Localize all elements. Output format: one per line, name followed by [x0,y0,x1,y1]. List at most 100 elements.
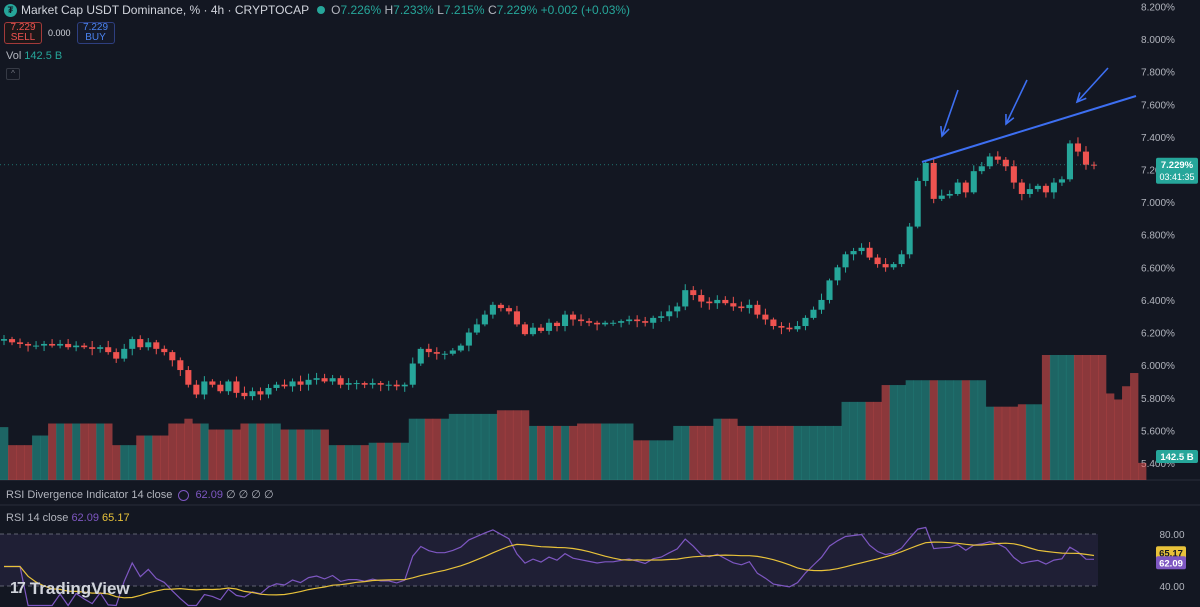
volume-bar [96,423,105,480]
volume-bar [593,423,602,480]
volume-bar [1122,386,1131,480]
candle-body [377,383,384,385]
candle-body [986,156,993,167]
volume-bar [993,406,1003,480]
y-tick-label: 7.000% [1141,198,1175,209]
candle-body [337,378,344,385]
volume-bar [553,425,562,480]
candle-body [938,195,945,199]
candle-body [409,363,416,385]
volume-bar [737,425,746,480]
y-tick-label: 6.600% [1141,263,1175,274]
candle-body [0,339,8,341]
volume-bar [1073,355,1083,480]
volume-bar [657,440,666,480]
candle-body [674,306,681,312]
candle-body [281,384,288,387]
volume-bar [256,423,265,480]
collapse-legend-button[interactable]: ^ [6,68,20,80]
change-value: +0.002 (+0.03%) [540,3,631,17]
candle-body [521,324,529,335]
volume-bar [561,425,570,480]
volume-bar [777,425,786,480]
candle-body [1082,151,1090,165]
volume-bar [304,429,313,480]
volume-bar [528,425,538,480]
symbol-title[interactable]: Market Cap USDT Dominance, % · 4h · CRYP… [21,3,310,17]
volume-bar [352,445,361,480]
indicator-toggle-icon[interactable] [178,489,190,501]
price-badge-countdown: 03:41:35 [1159,172,1194,182]
volume-bar [312,429,321,480]
volume-bar [200,423,209,480]
volume-bar [1098,355,1107,480]
volume-bar [729,418,738,480]
candle-body [642,321,649,323]
candle-body [602,322,609,325]
tradingview-brand[interactable]: 17 TradingView [10,579,130,598]
volume-bar [392,442,402,480]
y-tick-label: 8.000% [1141,35,1175,46]
volume-bar [184,418,193,480]
volume-bar [689,425,698,480]
volume-bar [569,425,578,480]
volume-bar [817,425,826,480]
volume-bar [176,423,185,480]
volume-bar [681,425,690,480]
candle-body [33,345,40,347]
candle-body [41,343,48,346]
candle-body [690,290,697,296]
candle-body [153,342,160,349]
volume-bar [472,413,482,480]
candle-body [433,352,440,354]
rsi-ma-badge-value: 65.17 [1159,548,1183,559]
volume-bar [408,418,418,480]
candle-body [497,304,504,309]
volume-bar [625,423,634,480]
candle-body [353,383,360,385]
volume-bar [112,445,121,480]
candle-body [321,378,328,382]
volume-bar [769,425,778,480]
volume-bar [761,425,770,480]
sell-button[interactable]: 7.229 SELL [4,22,42,44]
volume-bar [400,442,410,480]
y-tick-label: 6.200% [1141,329,1175,340]
candle-body [185,370,192,385]
candle-body [401,384,408,387]
volume-bar [873,401,882,480]
volume-bar [88,423,97,480]
price-badge [1156,157,1198,184]
volume-bar [248,423,257,480]
candle-body [161,348,168,353]
volume-bar [953,380,963,480]
volume-bar [216,429,225,480]
buy-button[interactable]: 7.229 BUY [76,22,115,44]
volume-bar [881,385,890,480]
volume-bar [296,429,305,480]
volume-bar [713,418,722,480]
volume-bar [72,423,81,480]
candle-body [305,379,312,385]
candle-body [802,317,809,327]
candle-body [650,317,657,323]
annotation-arrow [1076,67,1109,103]
candle-body [233,381,240,393]
volume-bar [945,380,955,480]
volume-bar [1033,404,1043,480]
volume-bar [208,429,217,480]
volume-bar [809,425,818,480]
candle-body [505,308,512,312]
candle-body [746,304,753,309]
volume-badge [1156,450,1198,463]
candle-body [1050,182,1057,193]
candle-body [578,319,585,322]
candle-body [249,391,256,397]
candle-body [850,251,857,255]
candle-body [898,254,905,265]
annotation-arrow [1005,79,1028,125]
volume-bar [577,423,586,480]
rsi-ma-badge [1156,546,1186,560]
volume-bar [929,380,939,480]
